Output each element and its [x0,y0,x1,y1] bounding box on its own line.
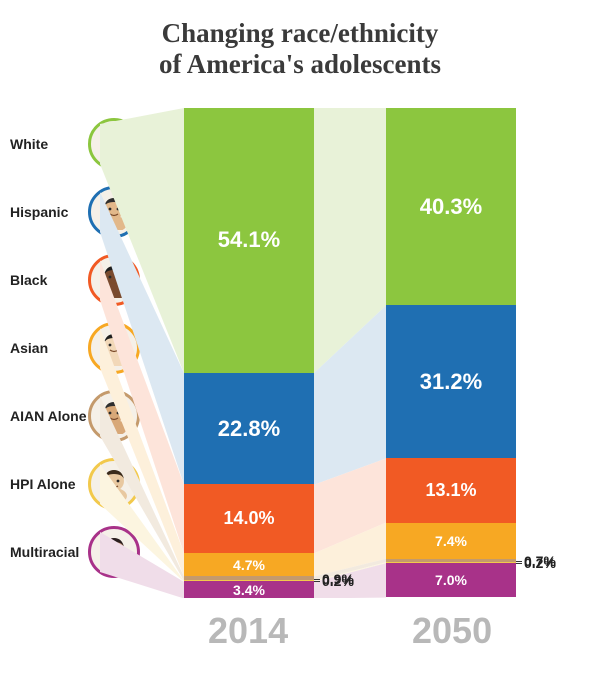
legend-label: AIAN Alone [0,408,88,424]
segment-multiracial: 3.4% [184,581,314,598]
segment-hispanic: 22.8% [184,373,314,485]
legend-label: HPI Alone [0,476,88,492]
legend-label: Multiracial [0,544,88,560]
segment-white: 40.3% [386,108,516,305]
segment-black: 13.1% [386,458,516,522]
bar-2050: 40.3%31.2%13.1%7.4% 7.0% [386,108,516,598]
segment-multiracial: 7.0% [386,563,516,597]
title-line-2: of America's adolescents [0,49,600,80]
callout-line [516,563,522,564]
stacked-bar-chart: 54.1%22.8%14.0%4.7%3.4% 40.3%31.2%13.1%7… [156,108,596,668]
segment-black: 14.0% [184,484,314,553]
segment-asian: 7.4% [386,523,516,559]
callout-line [314,579,320,580]
legend-label: Black [0,272,88,288]
callout-line [314,581,320,582]
callout-line [516,561,522,562]
legend-label: White [0,136,88,152]
legend-label: Hispanic [0,204,88,220]
segment-hispanic: 31.2% [386,305,516,458]
year-label-2050: 2050 [412,610,492,652]
chart-title: Changing race/ethnicity of America's ado… [0,0,600,80]
year-label-2014: 2014 [208,610,288,652]
title-line-1: Changing race/ethnicity [0,18,600,49]
segment-white: 54.1% [184,108,314,373]
callout-hpi-alone: 0.2% [524,555,556,571]
bar-2014: 54.1%22.8%14.0%4.7% 3.4% [184,108,314,598]
legend-label: Asian [0,340,88,356]
segment-asian: 4.7% [184,553,314,576]
connector-ribbons [100,108,600,598]
callout-hpi-alone: 0.2% [322,573,354,589]
